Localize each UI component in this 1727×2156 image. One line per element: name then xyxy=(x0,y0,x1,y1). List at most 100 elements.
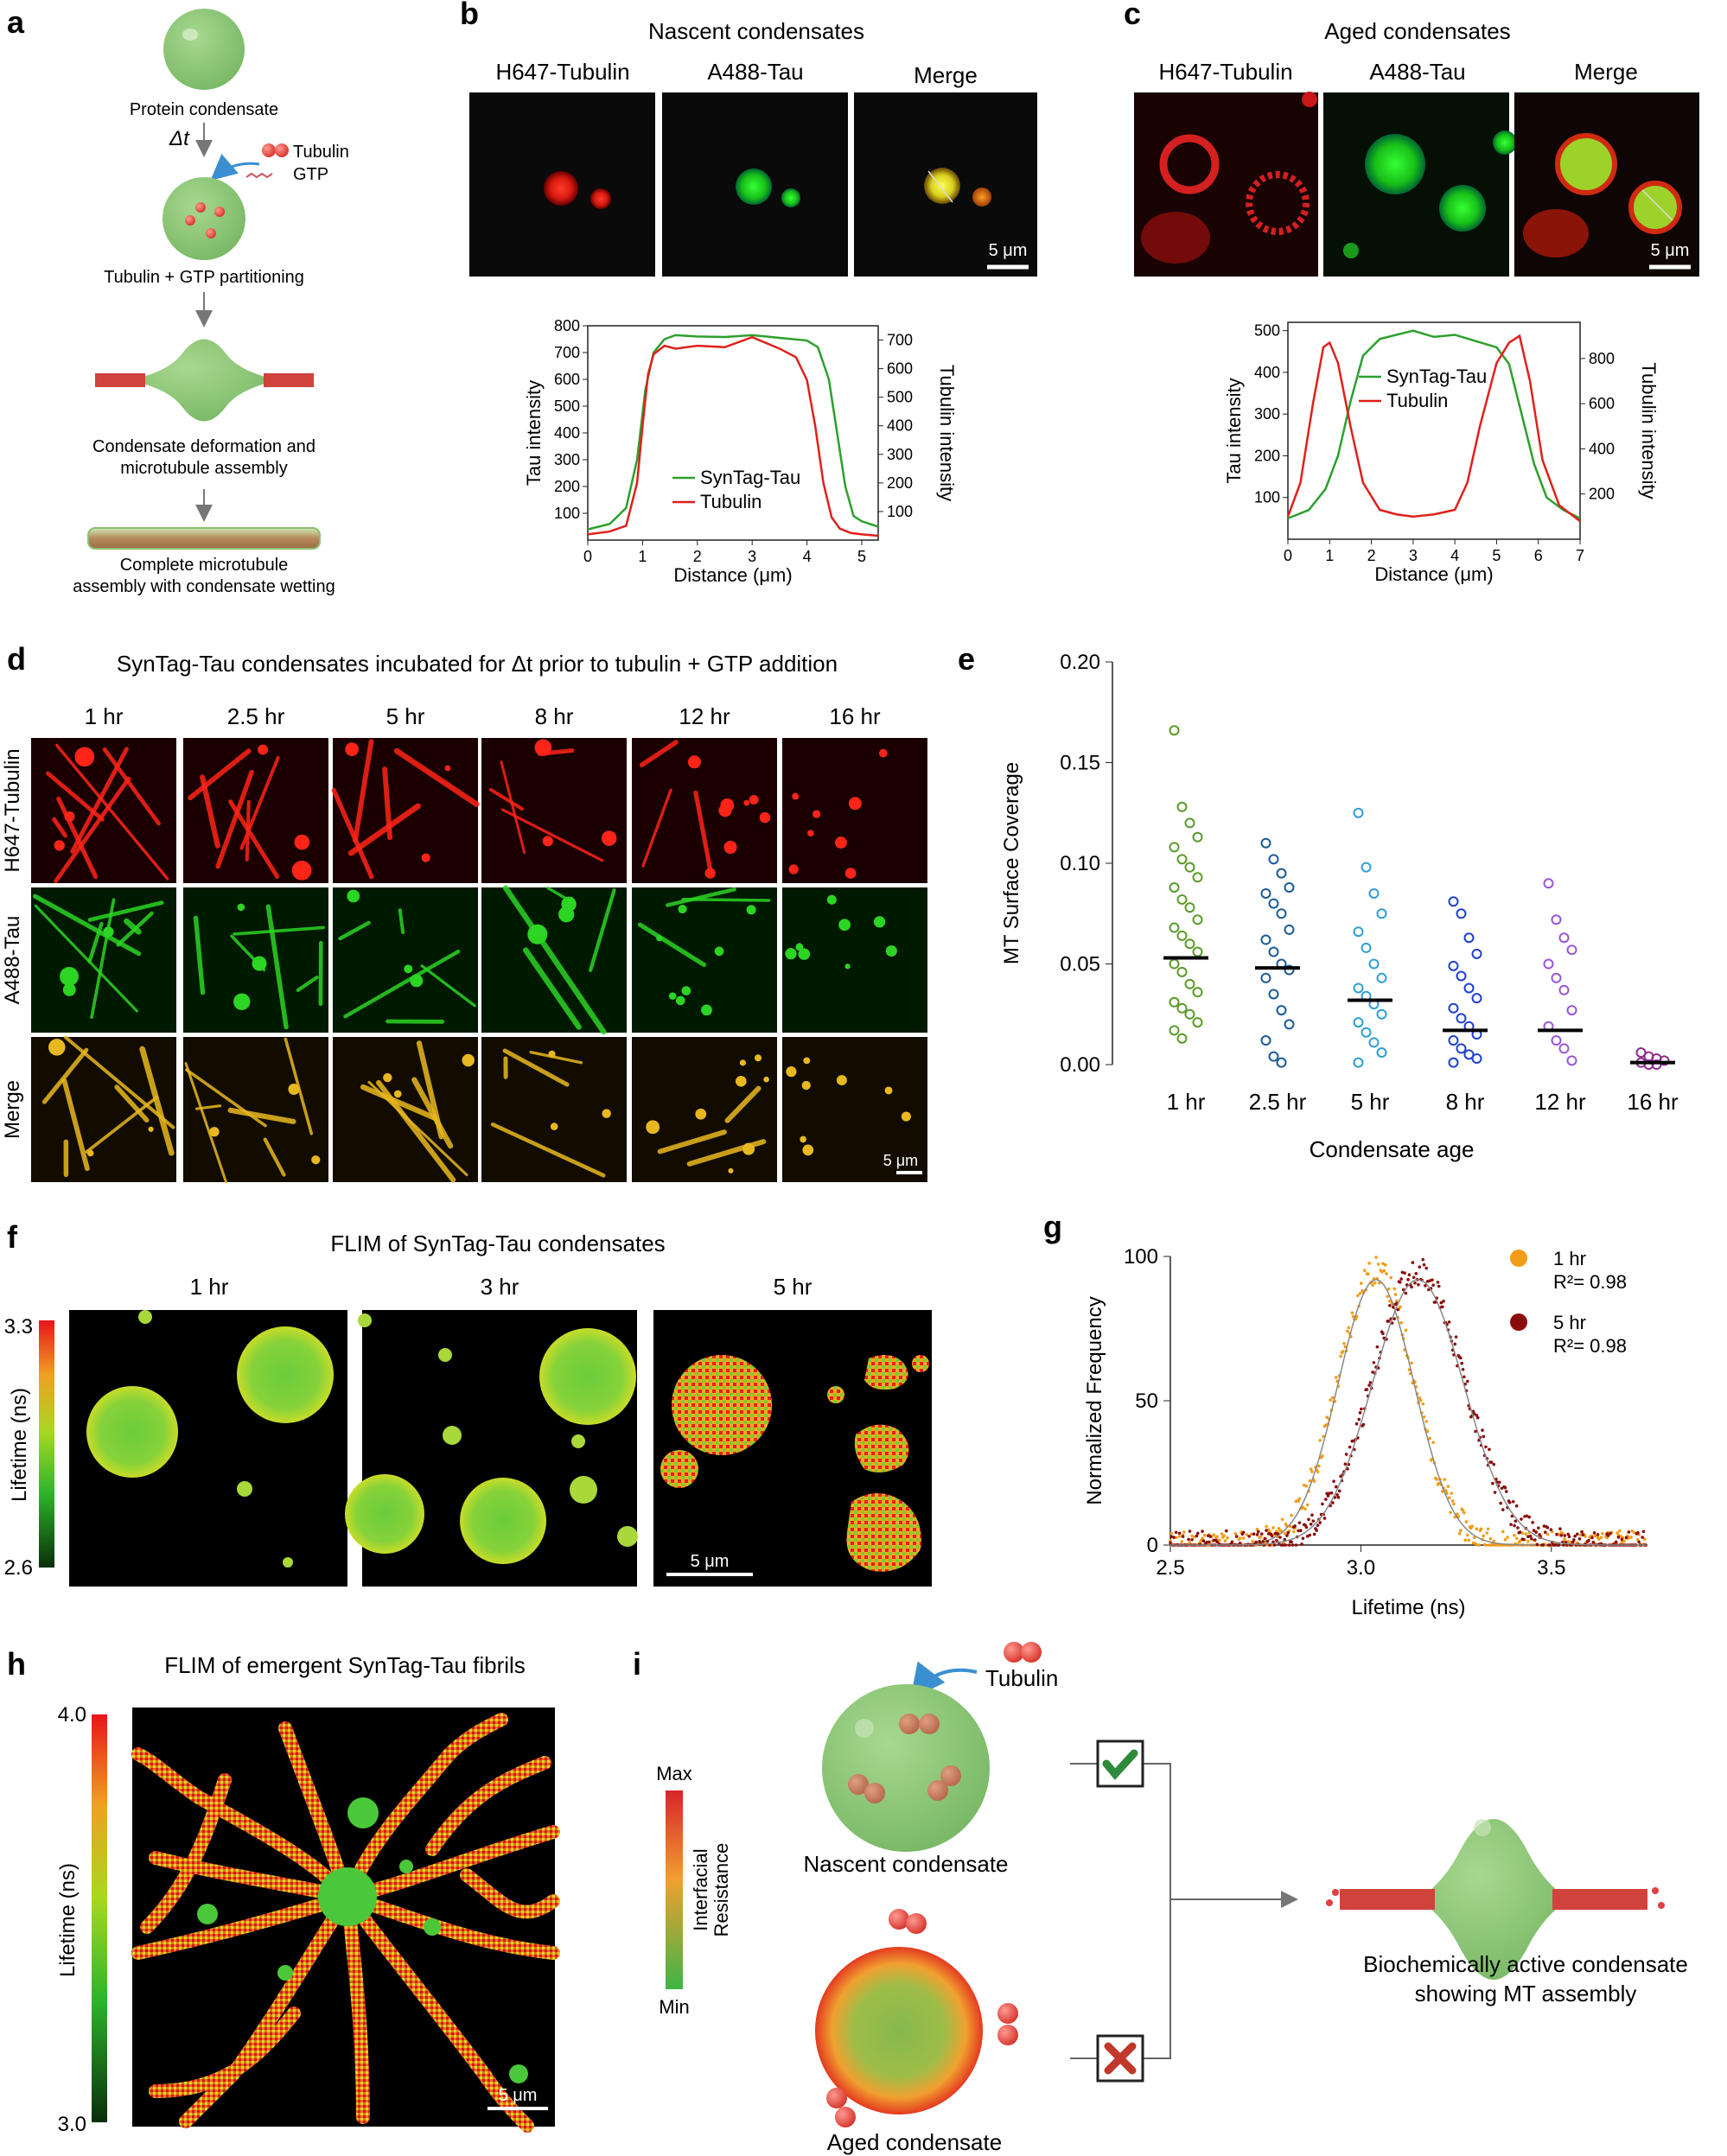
condensate xyxy=(258,744,268,755)
colorbar-min: 3.0 xyxy=(58,2113,86,2136)
data-point xyxy=(1431,1278,1434,1282)
data-point xyxy=(1622,1539,1626,1543)
channel-label: H647-Tubulin xyxy=(495,59,629,85)
tubulin-bead xyxy=(997,2003,1018,2024)
data-point xyxy=(1456,970,1467,982)
data-point xyxy=(1376,908,1387,919)
data-point xyxy=(1459,1356,1463,1360)
data-point xyxy=(1511,1499,1515,1504)
data-point xyxy=(1549,1528,1553,1531)
condensate xyxy=(813,810,821,818)
data-point xyxy=(1176,854,1188,865)
data-point xyxy=(1365,1388,1369,1391)
data-point xyxy=(1414,1272,1418,1275)
microtubule xyxy=(245,799,251,862)
data-point xyxy=(1499,1501,1502,1505)
data-point xyxy=(1567,1535,1571,1539)
data-point xyxy=(1531,1521,1535,1524)
data-point xyxy=(1330,1501,1335,1504)
data-point xyxy=(1307,1517,1310,1522)
data-point xyxy=(1443,1489,1448,1492)
data-point xyxy=(1172,1536,1176,1539)
data-point xyxy=(1199,1539,1203,1542)
data-point xyxy=(1545,1525,1550,1530)
microtubule xyxy=(87,900,164,922)
data-point xyxy=(1188,1541,1192,1544)
microtubule xyxy=(54,743,169,881)
data-point xyxy=(1385,1272,1388,1275)
condensate xyxy=(1343,243,1359,258)
data-point xyxy=(1474,1542,1477,1546)
tubulin-bead xyxy=(1004,1642,1024,1663)
data-point xyxy=(1493,1491,1497,1494)
condensate xyxy=(421,853,430,862)
condensate xyxy=(48,1039,66,1056)
microtubule xyxy=(529,1050,583,1065)
series-line-tubulin xyxy=(587,335,879,537)
data-point xyxy=(1353,926,1364,938)
condensate xyxy=(64,811,75,822)
panel-c-title: Aged condensates xyxy=(1324,18,1510,44)
data-point xyxy=(1501,1530,1505,1534)
data-point xyxy=(1376,972,1387,983)
data-point xyxy=(1418,1398,1423,1402)
condensate xyxy=(802,1144,814,1156)
condensate xyxy=(801,1080,811,1091)
data-point xyxy=(1440,1490,1444,1493)
condensate xyxy=(798,948,811,960)
data-point xyxy=(1180,1540,1184,1543)
data-point xyxy=(1461,1367,1465,1371)
condensate xyxy=(785,948,797,960)
data-point xyxy=(1566,1532,1570,1536)
condensate xyxy=(148,1126,154,1132)
data-point xyxy=(1627,1530,1631,1534)
data-point xyxy=(1241,1536,1246,1540)
data-point xyxy=(1361,1422,1366,1427)
data-point xyxy=(1543,1530,1547,1534)
data-point xyxy=(1368,958,1380,970)
nascent-label: Nascent condensate xyxy=(803,1851,1008,1877)
data-point xyxy=(1176,1033,1188,1044)
data-point xyxy=(1410,1285,1413,1289)
data-point xyxy=(1252,1532,1256,1536)
series-line-tubulin xyxy=(1286,334,1581,523)
condensate xyxy=(803,1057,811,1065)
data-point xyxy=(1477,1543,1481,1547)
data-point xyxy=(1424,1266,1429,1270)
data-point xyxy=(1472,1536,1476,1540)
y-tick-label: 100 xyxy=(1254,489,1280,506)
tubulin-dimer xyxy=(1326,1899,1333,1906)
microtubule xyxy=(263,1137,286,1177)
data-point xyxy=(1445,1491,1449,1496)
panel-label-a: a xyxy=(7,4,25,40)
data-point xyxy=(1230,1540,1234,1544)
panel-label-b: b xyxy=(460,0,479,31)
microtubule xyxy=(502,1048,570,1087)
data-point xyxy=(1596,1533,1600,1536)
data-point xyxy=(1435,1478,1438,1481)
data-point xyxy=(1533,1538,1537,1542)
data-point xyxy=(1212,1533,1216,1536)
data-point xyxy=(1174,1536,1178,1540)
data-point xyxy=(1353,807,1364,818)
highlight xyxy=(855,1719,874,1738)
data-point xyxy=(1424,1284,1427,1288)
data-point xyxy=(1329,1491,1334,1495)
condensate xyxy=(86,1386,178,1478)
microtubule-right xyxy=(264,373,314,387)
data-point xyxy=(1399,1305,1402,1309)
data-point xyxy=(1518,1530,1522,1534)
data-point xyxy=(1368,1381,1373,1384)
y2-tick-label: 700 xyxy=(887,332,913,349)
data-point xyxy=(1188,1530,1192,1533)
data-point xyxy=(1382,1269,1386,1273)
legend-label: SynTag-Tau xyxy=(1386,366,1487,387)
data-point xyxy=(1383,1263,1387,1267)
data-point xyxy=(1247,1535,1252,1538)
panel-h-title: FLIM of emergent SynTag-Tau fibrils xyxy=(164,1652,526,1678)
tubulin-bead xyxy=(262,143,276,157)
data-point xyxy=(1304,1525,1309,1530)
data-point xyxy=(1238,1536,1242,1540)
data-point xyxy=(1404,1328,1408,1332)
data-point xyxy=(1286,1531,1290,1535)
